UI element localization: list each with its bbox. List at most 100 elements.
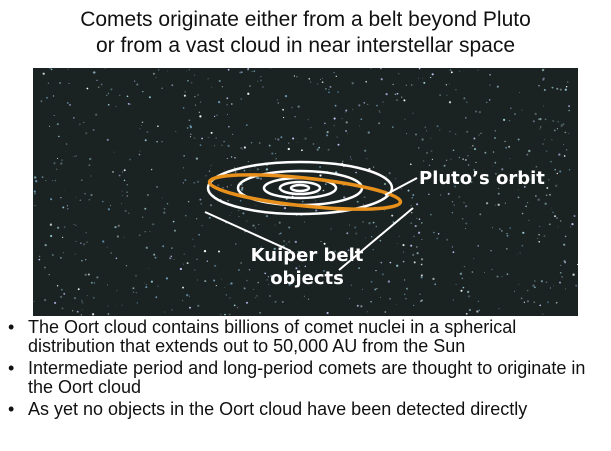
star [249, 85, 251, 87]
star [499, 228, 501, 230]
star [317, 148, 319, 150]
star [304, 221, 305, 222]
star [545, 203, 547, 205]
star [446, 84, 447, 85]
star [218, 251, 220, 253]
star [329, 86, 331, 88]
star [151, 169, 153, 171]
star [88, 273, 90, 275]
star [240, 262, 242, 264]
star [486, 102, 487, 103]
slide: Comets originate either from a belt beyo… [0, 0, 611, 451]
star [431, 150, 433, 152]
star [246, 221, 247, 222]
star [121, 203, 122, 204]
star [54, 115, 55, 116]
star [560, 220, 561, 221]
star [258, 224, 259, 225]
star [358, 104, 360, 106]
star [164, 312, 165, 313]
star [432, 278, 434, 280]
star [148, 268, 149, 269]
star [430, 214, 432, 216]
star [183, 253, 185, 255]
star [189, 69, 190, 70]
star [218, 101, 220, 103]
star [60, 197, 61, 198]
star [59, 82, 61, 84]
star [325, 88, 326, 89]
star [543, 106, 544, 107]
star [463, 287, 465, 289]
star [61, 159, 63, 161]
star [51, 69, 53, 71]
star [489, 99, 491, 101]
star [200, 101, 201, 102]
star [505, 203, 506, 204]
star [313, 143, 315, 145]
star [253, 289, 254, 290]
star [227, 186, 228, 187]
star [152, 223, 154, 225]
star [119, 175, 121, 177]
star [411, 84, 412, 85]
star [42, 176, 44, 178]
star [504, 141, 505, 142]
star [440, 195, 441, 196]
star [459, 196, 461, 198]
star [501, 230, 503, 232]
star [375, 270, 376, 271]
star [294, 116, 295, 117]
star [421, 276, 423, 278]
star [360, 305, 362, 307]
star [229, 215, 230, 216]
star [423, 160, 424, 161]
star [107, 306, 108, 307]
star [411, 212, 412, 213]
star [78, 288, 80, 290]
star [315, 209, 317, 211]
star [416, 246, 417, 247]
star [200, 144, 202, 146]
star [275, 153, 276, 154]
star [145, 286, 147, 288]
star [288, 226, 290, 228]
star [209, 217, 211, 219]
star [116, 290, 117, 291]
star [145, 231, 146, 232]
star [480, 133, 481, 134]
star [498, 308, 499, 309]
star [534, 301, 536, 303]
star [139, 128, 140, 129]
star [182, 300, 183, 301]
star [58, 136, 59, 137]
star [81, 314, 82, 315]
star [521, 298, 523, 300]
star [439, 94, 440, 95]
star [560, 89, 562, 91]
star [129, 103, 131, 105]
star [357, 305, 359, 307]
star [347, 133, 348, 134]
star [90, 175, 91, 176]
star [521, 245, 523, 247]
star [67, 205, 68, 206]
star [310, 82, 311, 83]
star [328, 91, 330, 93]
star [191, 82, 192, 83]
star [406, 85, 407, 86]
star [473, 138, 475, 140]
star [358, 267, 360, 269]
star [238, 210, 239, 211]
star [125, 210, 127, 212]
star [85, 132, 87, 134]
star [249, 269, 251, 271]
star [558, 226, 559, 227]
star [328, 149, 330, 151]
star [558, 153, 560, 155]
star [406, 288, 408, 290]
star [476, 310, 478, 312]
star [43, 73, 45, 75]
star [568, 133, 569, 134]
star [45, 244, 47, 246]
